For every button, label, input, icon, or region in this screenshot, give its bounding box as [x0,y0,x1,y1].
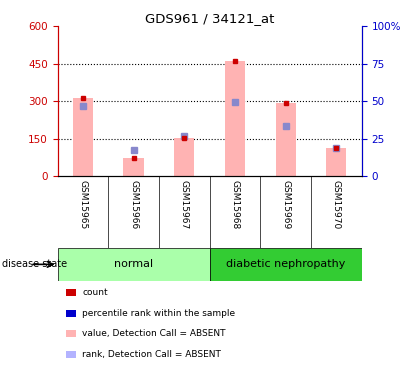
Bar [326,147,346,176]
Bar [275,102,296,176]
Title: GDS961 / 34121_at: GDS961 / 34121_at [145,12,274,25]
Text: GSM15969: GSM15969 [281,180,290,229]
Text: rank, Detection Call = ABSENT: rank, Detection Call = ABSENT [82,350,221,359]
Bar [123,158,144,176]
Text: percentile rank within the sample: percentile rank within the sample [82,309,236,318]
Text: GSM15968: GSM15968 [231,180,240,229]
Bar [58,248,210,281]
Text: GSM15965: GSM15965 [79,180,88,229]
Text: normal: normal [114,260,153,269]
Text: GSM15966: GSM15966 [129,180,138,229]
Bar [225,61,245,176]
Text: GSM15967: GSM15967 [180,180,189,229]
Bar [210,248,362,281]
Text: count: count [82,288,108,297]
Text: value, Detection Call = ABSENT: value, Detection Call = ABSENT [82,329,226,338]
Text: disease state: disease state [2,260,67,269]
Text: diabetic nephropathy: diabetic nephropathy [226,260,345,269]
Bar [73,98,93,176]
Bar [174,138,194,176]
Text: GSM15970: GSM15970 [332,180,341,229]
